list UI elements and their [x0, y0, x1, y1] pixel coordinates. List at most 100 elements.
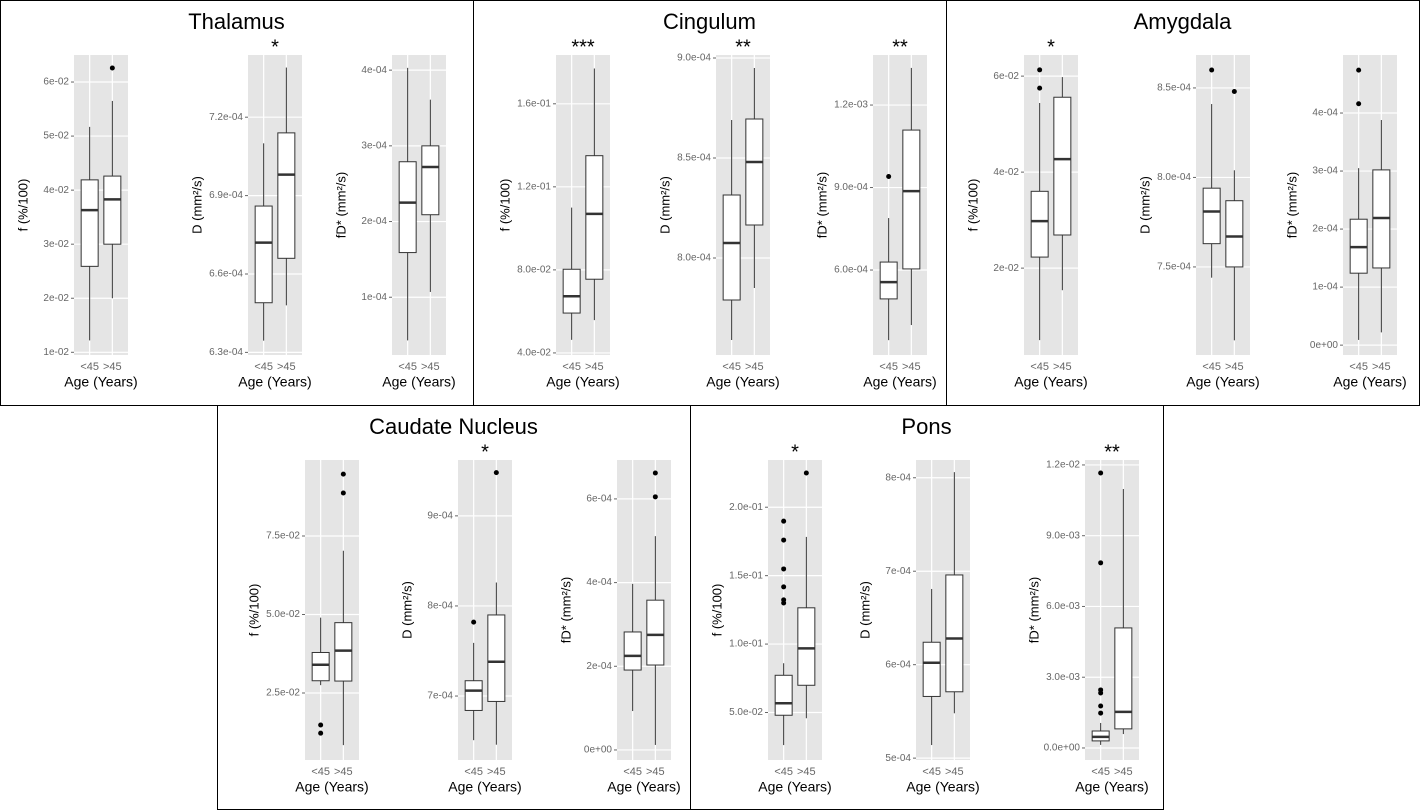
box	[1053, 96, 1072, 236]
y-axis-label: D (mm²/s)	[657, 176, 672, 234]
outlier	[886, 174, 892, 180]
box	[774, 674, 793, 716]
x-tick-label: >45	[103, 361, 122, 373]
outlier	[1098, 470, 1104, 476]
y-tick-label: 1e-04	[361, 292, 387, 303]
box	[745, 118, 764, 226]
x-tick-label: <45	[562, 361, 581, 373]
outlier	[1037, 85, 1043, 91]
x-tick-label: <45	[1091, 766, 1110, 778]
y-axis-label: fD* (mm²/s)	[1026, 577, 1041, 643]
y-tick-label: 4e-04	[1312, 108, 1338, 119]
y-tick-label: 0e+00	[1310, 340, 1339, 351]
box	[334, 622, 353, 682]
x-tick-label: >45	[1372, 361, 1391, 373]
x-tick-label: >45	[745, 361, 764, 373]
x-tick-label: >45	[421, 361, 440, 373]
box	[623, 631, 642, 671]
box	[797, 607, 816, 686]
x-axis-label: Age (Years)	[1014, 374, 1087, 390]
y-tick-label: 6e-02	[43, 77, 69, 88]
y-tick-label: 6.0e-04	[834, 265, 868, 276]
box	[487, 614, 506, 702]
box	[398, 161, 417, 254]
panel-border	[690, 405, 1164, 810]
x-tick-label: <45	[1202, 361, 1221, 373]
box	[922, 641, 941, 697]
y-tick-label: 9.0e-04	[677, 53, 711, 64]
y-tick-label: 9e-04	[427, 510, 453, 521]
y-tick-label: 0.0e+00	[1044, 743, 1081, 754]
outlier	[803, 470, 809, 476]
x-axis-label: Age (Years)	[295, 779, 368, 795]
outlier	[471, 619, 477, 625]
outlier	[340, 471, 346, 477]
y-axis-label: f (%/100)	[965, 179, 980, 232]
outlier	[652, 494, 658, 500]
x-tick-label: >45	[1114, 766, 1133, 778]
significance: ***	[571, 36, 595, 58]
y-tick-label: 3.0e-03	[1046, 672, 1080, 683]
x-tick-label: >45	[1053, 361, 1072, 373]
significance: *	[791, 441, 799, 463]
y-tick-label: 4e-04	[361, 65, 387, 76]
y-axis-label: fD* (mm²/s)	[333, 172, 348, 238]
y-tick-label: 1e-02	[43, 347, 69, 358]
box	[1114, 627, 1133, 730]
x-axis-label: Age (Years)	[546, 374, 619, 390]
panel-title: Pons	[901, 414, 951, 439]
y-axis-label: f (%/100)	[246, 584, 261, 637]
y-tick-label: 6.3e-04	[209, 347, 243, 358]
y-tick-label: 6e-04	[586, 494, 612, 505]
significance: *	[1047, 36, 1055, 58]
box	[1030, 190, 1049, 258]
box	[585, 155, 604, 280]
x-tick-label: >45	[945, 766, 964, 778]
outlier	[652, 470, 658, 476]
y-tick-label: 1.5e-01	[729, 570, 763, 581]
y-tick-label: 4.0e-02	[517, 348, 551, 359]
y-tick-label: 8e-04	[885, 472, 911, 483]
outlier	[340, 490, 346, 496]
box	[254, 205, 273, 304]
x-axis-label: Age (Years)	[64, 374, 137, 390]
x-tick-label: <45	[1349, 361, 1368, 373]
x-tick-label: <45	[311, 766, 330, 778]
y-axis-label: D (mm²/s)	[399, 581, 414, 639]
x-tick-label: >45	[585, 361, 604, 373]
outlier	[1098, 703, 1104, 709]
box	[879, 261, 898, 300]
y-tick-label: 3e-04	[1312, 166, 1338, 177]
y-tick-label: 5.0e-02	[729, 707, 763, 718]
y-tick-label: 5e-04	[885, 753, 911, 764]
outlier	[1356, 101, 1362, 107]
outlier	[1098, 710, 1104, 716]
outlier	[781, 537, 787, 543]
y-tick-label: 7.5e-04	[1157, 262, 1191, 273]
x-tick-label: <45	[722, 361, 741, 373]
outlier	[1098, 560, 1104, 566]
outlier	[1356, 67, 1362, 73]
y-tick-label: 0e+00	[584, 745, 613, 756]
x-axis-label: Age (Years)	[382, 374, 455, 390]
y-axis-label: fD* (mm²/s)	[1284, 172, 1299, 238]
y-axis-label: fD* (mm²/s)	[558, 577, 573, 643]
y-tick-label: 7e-04	[885, 566, 911, 577]
y-tick-label: 1.0e-01	[729, 639, 763, 650]
y-tick-label: 8.0e-02	[517, 265, 551, 276]
x-tick-label: <45	[623, 766, 642, 778]
box	[646, 599, 665, 666]
x-tick-label: <45	[1030, 361, 1049, 373]
x-tick-label: >45	[902, 361, 921, 373]
y-tick-label: 1.6e-01	[517, 98, 551, 109]
y-tick-label: 2e-02	[993, 263, 1019, 274]
box	[421, 145, 440, 216]
x-axis-label: Age (Years)	[706, 374, 779, 390]
y-tick-label: 4e-02	[993, 167, 1019, 178]
x-tick-label: <45	[774, 766, 793, 778]
y-tick-label: 4e-02	[43, 185, 69, 196]
outlier	[109, 65, 115, 71]
y-axis-label: f (%/100)	[709, 584, 724, 637]
outlier	[1037, 67, 1043, 73]
